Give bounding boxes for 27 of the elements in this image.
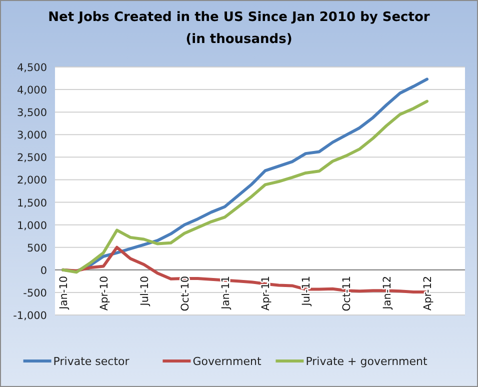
x-tick-label: Jan-11 [220, 276, 232, 310]
x-tick-label: Apr-12 [422, 276, 434, 311]
y-tick-label: -1,000 [13, 310, 47, 322]
x-tick-label: Oct-10 [179, 276, 192, 312]
y-tick-label: 2,500 [16, 152, 47, 164]
x-tick-label: Apr-10 [98, 276, 110, 311]
x-tick-label: Apr-11 [260, 276, 272, 311]
y-tick-label: 500 [26, 242, 47, 254]
y-tick-label: 3,500 [16, 107, 47, 120]
y-tick-label: 0 [40, 264, 47, 277]
y-tick-label: 3,000 [16, 130, 47, 142]
x-tick-label: Jan-12 [382, 276, 394, 310]
y-tick-label: 4,000 [16, 84, 47, 97]
chart-subtitle: (in thousands) [186, 32, 292, 47]
y-tick-label: -500 [23, 287, 47, 300]
y-tick-label: 1,000 [16, 220, 47, 232]
y-tick-label: 4,500 [16, 62, 47, 74]
x-tick-label: Jul-11 [300, 276, 313, 307]
x-tick-label: Jul-10 [138, 276, 151, 307]
y-tick-label: 1,500 [16, 197, 47, 210]
x-tick-label: Oct-11 [341, 276, 354, 312]
legend-label: Private + government [306, 355, 428, 368]
legend-label: Private sector [53, 355, 130, 368]
y-tick-label: 2,000 [16, 174, 47, 187]
chart-title: Net Jobs Created in the US Since Jan 2010 by Sector [48, 10, 430, 25]
legend-label: Government [192, 355, 262, 368]
x-tick-label: Jan-10 [58, 276, 70, 310]
